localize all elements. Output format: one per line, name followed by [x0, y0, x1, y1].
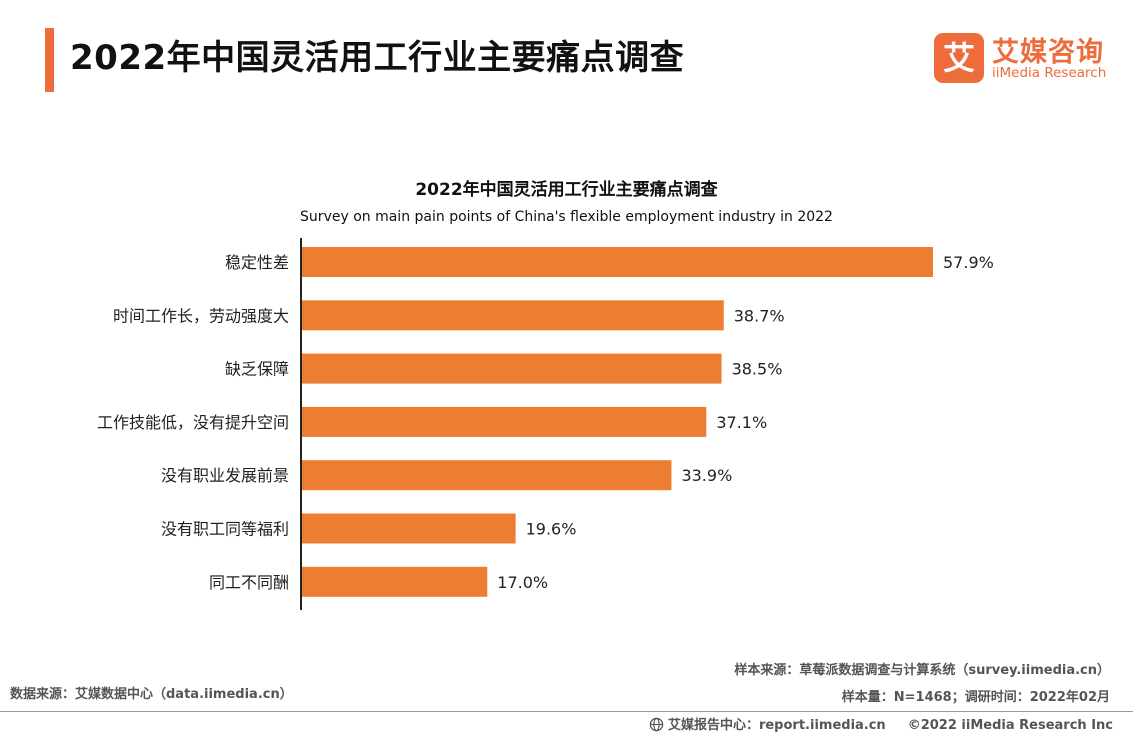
category-label: 没有职业发展前景: [161, 466, 289, 485]
bar: [302, 353, 722, 384]
title-accent-bar: [45, 28, 54, 92]
data-label: 38.5%: [732, 360, 783, 379]
chart-title: 2022年中国灵活用工行业主要痛点调查: [415, 180, 718, 200]
data-label: 17.0%: [497, 573, 548, 592]
logo-name-en: iiMedia Research: [992, 65, 1107, 81]
footer-divider: [0, 711, 1133, 712]
bar: [302, 513, 516, 544]
category-label: 工作技能低，没有提升空间: [97, 413, 289, 432]
category-label: 稳定性差: [225, 253, 289, 272]
category-label: 时间工作长，劳动强度大: [113, 306, 289, 325]
chart-subtitle: Survey on main pain points of China's fl…: [300, 209, 833, 225]
logo-mark: 艾: [934, 33, 984, 83]
category-label: 同工不同酬: [209, 573, 289, 592]
footer: 艾媒报告中心：report.iimedia.cn ©2022 iiMedia Re…: [649, 714, 1113, 733]
category-label: 缺乏保障: [225, 360, 289, 379]
category-label: 没有职工同等福利: [161, 520, 289, 539]
sample-size: 样本量：N=1468；调研时间：2022年02月: [841, 690, 1110, 705]
data-label: 38.7%: [734, 306, 785, 325]
bar: [302, 566, 488, 597]
copyright: ©2022 iiMedia Research Inc: [907, 718, 1113, 733]
data-label: 19.6%: [526, 520, 577, 539]
bar: [302, 460, 672, 491]
data-source: 数据来源：艾媒数据中心（data.iimedia.cn）: [10, 687, 293, 702]
globe-icon: [649, 717, 664, 732]
iimedia-logo: 艾 艾媒咨询 iiMedia Research: [934, 30, 1124, 86]
page-title: 2022年中国灵活用工行业主要痛点调查: [70, 38, 685, 78]
data-label: 33.9%: [681, 466, 732, 485]
logo-name-cn: 艾媒咨询: [992, 37, 1104, 68]
data-label: 37.1%: [716, 413, 767, 432]
sample-source: 样本来源：草莓派数据调查与计算系统（survey.iimedia.cn）: [734, 663, 1110, 678]
bar: [302, 300, 724, 331]
bar: [302, 247, 933, 277]
sample-info: 样本来源：草莓派数据调查与计算系统（survey.iimedia.cn） 样本量…: [734, 657, 1110, 711]
data-label: 57.9%: [943, 253, 994, 272]
bar: [302, 406, 707, 437]
bar-chart: 稳定性差 57.9% 时间工作长，劳动强度大 38.7% 缺乏保障 38.5% 工作技能低，…: [97, 238, 994, 610]
report-center-link[interactable]: 艾媒报告中心：report.iimedia.cn: [667, 718, 886, 733]
